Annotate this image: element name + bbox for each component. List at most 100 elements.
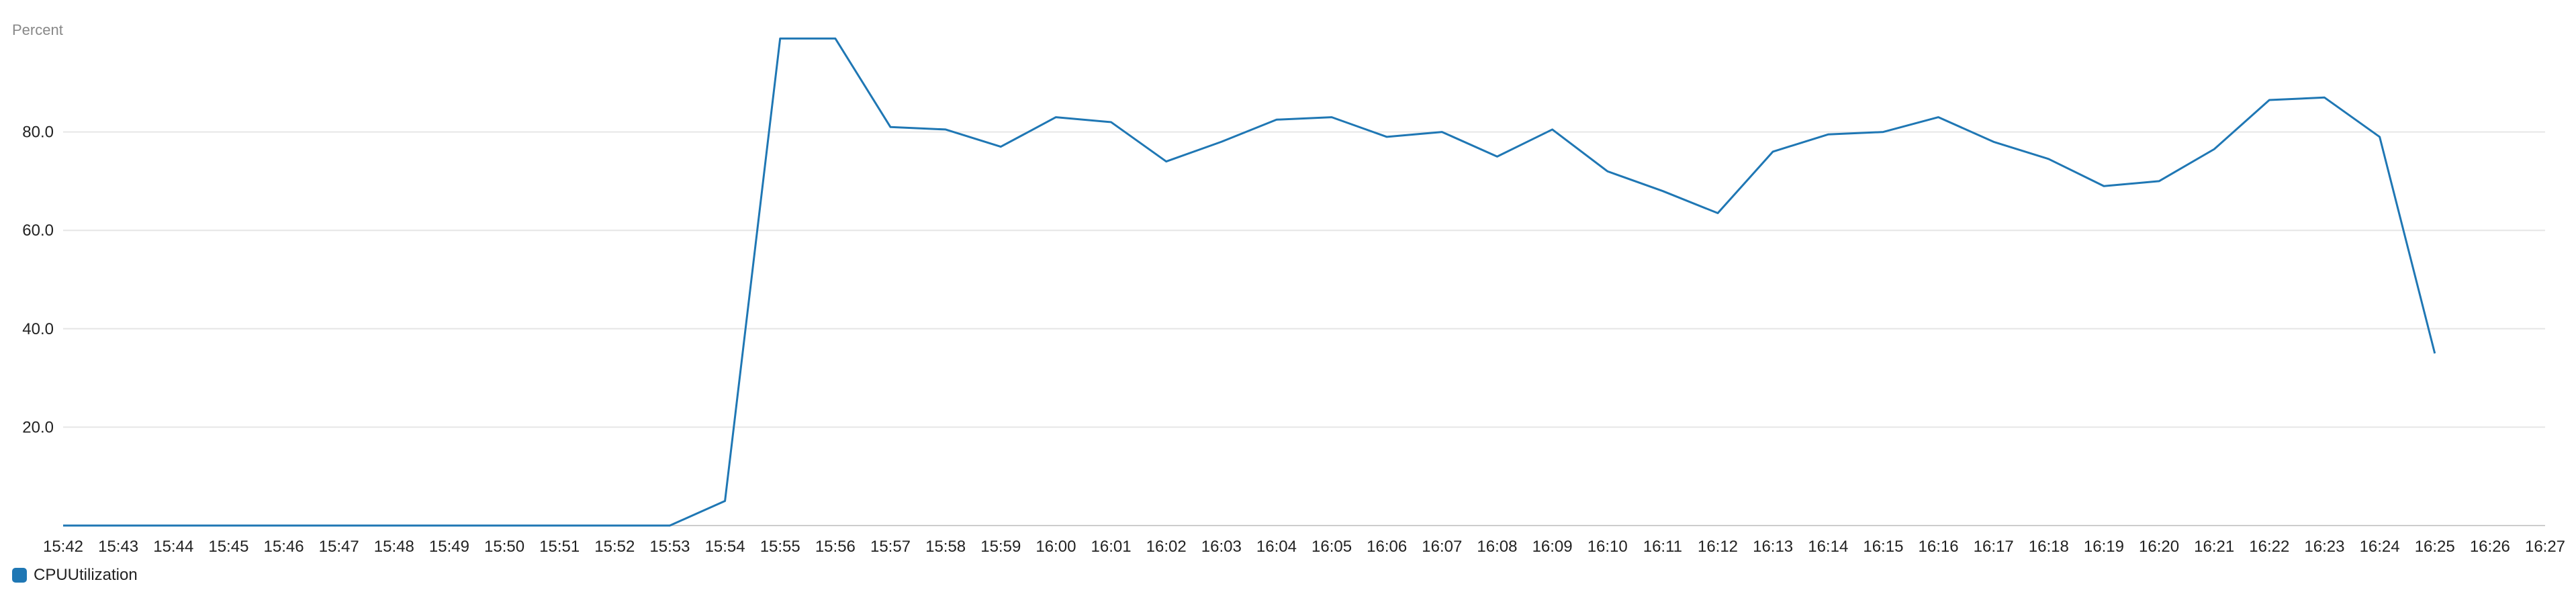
data-point[interactable] bbox=[1606, 169, 1610, 173]
x-tick-label: 15:53 bbox=[649, 538, 690, 556]
data-point[interactable] bbox=[2378, 135, 2382, 139]
x-tick-label: 16:12 bbox=[1698, 538, 1738, 556]
data-point[interactable] bbox=[502, 524, 506, 528]
x-tick-label: 15:51 bbox=[539, 538, 580, 556]
data-point[interactable] bbox=[2047, 157, 2051, 161]
x-tick-label: 16:24 bbox=[2360, 538, 2400, 556]
data-point[interactable] bbox=[1826, 132, 1830, 136]
x-tick-label: 15:44 bbox=[153, 538, 193, 556]
x-tick-label: 15:45 bbox=[208, 538, 248, 556]
x-tick-label: 16:08 bbox=[1477, 538, 1517, 556]
x-tick-label: 16:18 bbox=[2029, 538, 2069, 556]
x-tick-label: 16:14 bbox=[1808, 538, 1848, 556]
x-tick-label: 15:57 bbox=[870, 538, 911, 556]
data-point[interactable] bbox=[392, 524, 396, 528]
gridlines bbox=[63, 131, 2545, 526]
x-tick-label: 16:13 bbox=[1753, 538, 1793, 556]
x-tick-label: 16:01 bbox=[1091, 538, 1132, 556]
data-point[interactable] bbox=[1385, 135, 1389, 139]
data-point[interactable] bbox=[2322, 95, 2326, 99]
legend-label-cpuutilization: CPUUtilization bbox=[34, 566, 138, 584]
y-tick-label: 20.0 bbox=[22, 418, 54, 436]
y-tick-label: 80.0 bbox=[22, 124, 54, 142]
x-tick-label: 15:54 bbox=[705, 538, 745, 556]
data-point[interactable] bbox=[2157, 179, 2161, 183]
x-tick-label: 16:06 bbox=[1367, 538, 1407, 556]
series-line-cpuutilization[interactable] bbox=[63, 37, 2436, 527]
data-point[interactable] bbox=[1716, 211, 1720, 215]
x-tick-label: 15:58 bbox=[925, 538, 966, 556]
legend[interactable]: CPUUtilization bbox=[12, 566, 138, 585]
data-point[interactable] bbox=[1220, 140, 1224, 144]
data-point[interactable] bbox=[1992, 140, 1996, 144]
x-tick-label: 15:46 bbox=[264, 538, 304, 556]
x-tick-label: 16:16 bbox=[1919, 538, 1959, 556]
data-point[interactable] bbox=[282, 524, 286, 528]
data-point[interactable] bbox=[1937, 115, 1941, 119]
x-tick-label: 16:07 bbox=[1422, 538, 1462, 556]
x-tick-label: 16:02 bbox=[1146, 538, 1187, 556]
data-point[interactable] bbox=[723, 499, 727, 503]
legend-swatch bbox=[12, 568, 27, 583]
x-tick-label: 16:11 bbox=[1643, 538, 1682, 556]
x-tick-label: 16:05 bbox=[1312, 538, 1352, 556]
x-tick-label: 16:15 bbox=[1863, 538, 1903, 556]
data-point[interactable] bbox=[2267, 98, 2271, 102]
x-tick-label: 15:59 bbox=[980, 538, 1021, 556]
data-point[interactable] bbox=[1495, 154, 1499, 158]
data-point[interactable] bbox=[1109, 120, 1113, 124]
x-tick-label: 15:49 bbox=[429, 538, 469, 556]
data-point[interactable] bbox=[1330, 115, 1334, 119]
x-tick-label: 16:21 bbox=[2194, 538, 2234, 556]
data-point[interactable] bbox=[337, 524, 341, 528]
data-point[interactable] bbox=[447, 524, 451, 528]
data-point[interactable] bbox=[171, 524, 175, 528]
data-point[interactable] bbox=[1551, 128, 1555, 132]
data-point[interactable] bbox=[226, 524, 230, 528]
data-point[interactable] bbox=[888, 125, 892, 129]
data-point[interactable] bbox=[2102, 184, 2106, 188]
x-tick-label: 15:47 bbox=[319, 538, 359, 556]
data-point[interactable] bbox=[1440, 130, 1444, 134]
x-tick-label: 15:56 bbox=[815, 538, 856, 556]
data-point[interactable] bbox=[116, 524, 120, 528]
y-axis-label: Percent bbox=[12, 21, 63, 38]
x-tick-label: 16:27 bbox=[2525, 538, 2565, 556]
data-point[interactable] bbox=[612, 524, 616, 528]
x-tick-label: 16:09 bbox=[1532, 538, 1573, 556]
data-point[interactable] bbox=[833, 36, 837, 40]
x-tick-label: 16:22 bbox=[2249, 538, 2289, 556]
data-point[interactable] bbox=[2433, 351, 2437, 355]
data-point[interactable] bbox=[778, 36, 782, 40]
x-tick-label: 16:10 bbox=[1588, 538, 1628, 556]
x-tick-label: 15:48 bbox=[374, 538, 414, 556]
x-tick-labels: 15:42 15:43 15:44 15:45 15:46 15:47 15:48 15:49… bbox=[43, 538, 2565, 556]
x-tick-label: 15:55 bbox=[760, 538, 800, 556]
x-tick-label: 16:23 bbox=[2304, 538, 2344, 556]
x-tick-label: 16:00 bbox=[1036, 538, 1076, 556]
x-tick-label: 15:50 bbox=[484, 538, 524, 556]
y-tick-label: 60.0 bbox=[22, 221, 54, 240]
data-point[interactable] bbox=[1661, 189, 1665, 193]
data-point[interactable] bbox=[557, 524, 561, 528]
data-point[interactable] bbox=[2212, 147, 2216, 151]
series-layer bbox=[61, 36, 2437, 528]
data-point[interactable] bbox=[61, 524, 65, 528]
data-point[interactable] bbox=[1275, 117, 1279, 121]
data-point[interactable] bbox=[1164, 160, 1168, 164]
x-tick-label: 16:19 bbox=[2084, 538, 2124, 556]
x-tick-label: 16:03 bbox=[1201, 538, 1242, 556]
x-tick-label: 15:52 bbox=[594, 538, 635, 556]
x-tick-label: 16:04 bbox=[1256, 538, 1297, 556]
y-tick-labels: 20.0 40.0 60.0 80.0 bbox=[22, 124, 54, 437]
data-point[interactable] bbox=[1881, 130, 1885, 134]
data-point[interactable] bbox=[944, 128, 948, 132]
data-point[interactable] bbox=[999, 145, 1003, 149]
x-tick-label: 16:20 bbox=[2139, 538, 2179, 556]
x-tick-label: 16:17 bbox=[1974, 538, 2014, 556]
data-point[interactable] bbox=[1771, 150, 1775, 154]
x-tick-label: 16:26 bbox=[2470, 538, 2510, 556]
data-point[interactable] bbox=[668, 524, 672, 528]
data-point[interactable] bbox=[1054, 115, 1058, 119]
